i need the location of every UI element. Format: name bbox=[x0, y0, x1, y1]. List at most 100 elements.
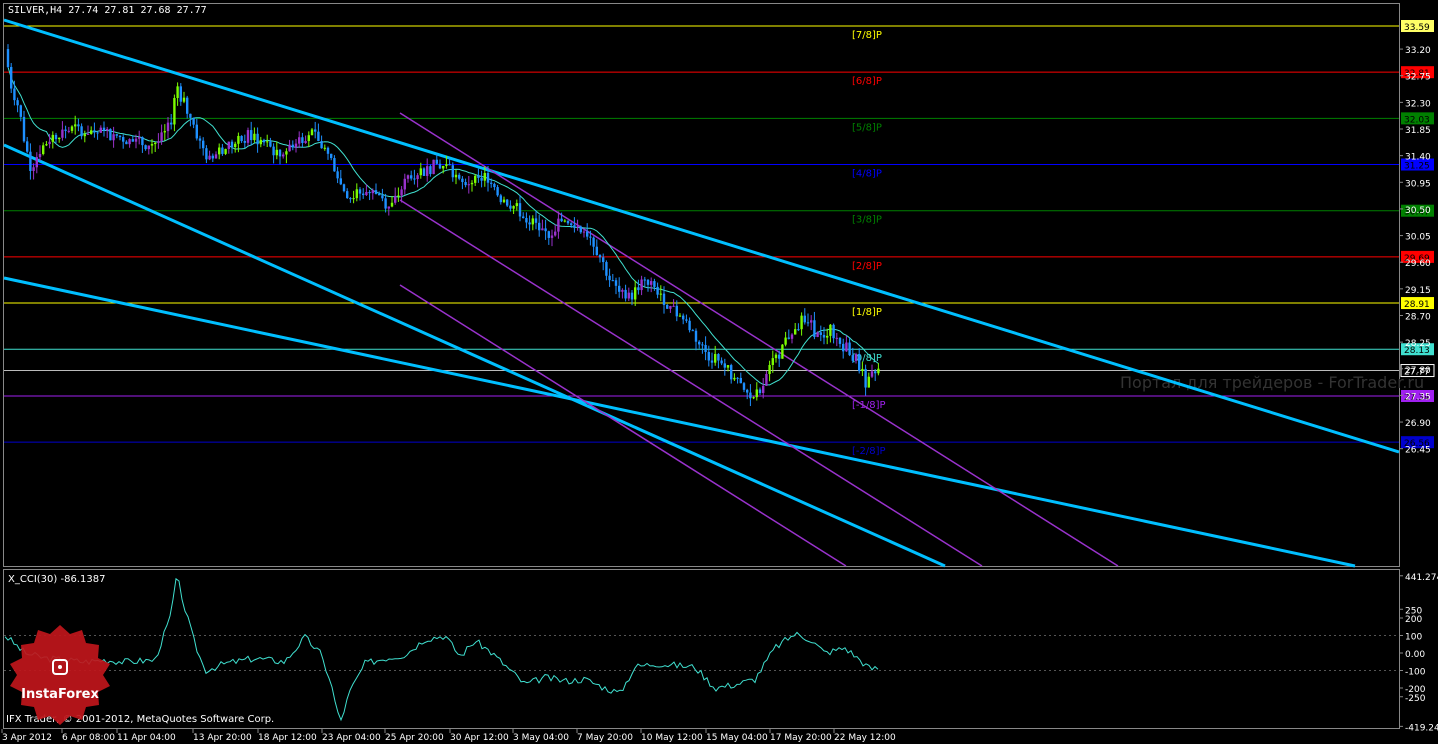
candle-body bbox=[858, 354, 861, 372]
murrey-level-label: [0/8]P bbox=[852, 353, 882, 364]
candle-body bbox=[323, 147, 326, 149]
candle-body bbox=[784, 337, 787, 345]
candle-body bbox=[659, 293, 662, 295]
candle-body bbox=[112, 134, 115, 141]
candle-body bbox=[640, 279, 643, 291]
candle-body bbox=[339, 178, 342, 185]
candle-body bbox=[202, 140, 205, 149]
candle-body bbox=[195, 124, 198, 139]
murrey-level-label: [4/8]P bbox=[852, 169, 882, 180]
murrey-level-value: 31.25 bbox=[1404, 162, 1430, 172]
candle-body bbox=[96, 132, 99, 134]
candle-body bbox=[346, 191, 349, 199]
std-dev-channel-line bbox=[399, 199, 983, 567]
candle-body bbox=[22, 116, 26, 142]
murrey-level-value: 30.47 bbox=[1404, 208, 1430, 218]
candle-body bbox=[26, 141, 29, 152]
candle-body bbox=[349, 198, 352, 200]
cci-line bbox=[4, 577, 879, 722]
candle-body bbox=[803, 315, 806, 323]
candle-body bbox=[490, 182, 493, 184]
candle-body bbox=[445, 164, 448, 167]
candle-body bbox=[522, 216, 525, 219]
candle-body bbox=[611, 280, 614, 282]
candle-body bbox=[477, 175, 480, 178]
candle-body bbox=[342, 184, 346, 192]
candle-body bbox=[317, 131, 320, 142]
candle-body bbox=[582, 231, 586, 233]
candle-body bbox=[438, 163, 442, 169]
candle-body bbox=[643, 279, 646, 281]
candle-body bbox=[573, 225, 576, 228]
candle-body bbox=[240, 135, 243, 142]
candle-body bbox=[138, 137, 141, 139]
candle-body bbox=[109, 128, 112, 141]
candle-body bbox=[432, 159, 435, 175]
candle-body bbox=[797, 329, 800, 331]
candle-body bbox=[755, 389, 758, 398]
candle-body bbox=[99, 127, 102, 133]
regression-channel-line bbox=[3, 18, 1400, 454]
candle-body bbox=[848, 342, 851, 356]
murrey-level-tag bbox=[1401, 112, 1434, 125]
candle-body bbox=[816, 332, 819, 337]
candle-body bbox=[720, 360, 723, 364]
candle-body bbox=[352, 198, 355, 200]
candle-body bbox=[877, 368, 880, 374]
candle-body bbox=[397, 195, 400, 197]
candle-body bbox=[458, 174, 461, 179]
indicator-frame bbox=[3, 569, 1400, 729]
candle-body bbox=[467, 184, 470, 186]
murrey-level-label: [1/8]P bbox=[852, 307, 882, 318]
murrey-level-tag bbox=[1401, 390, 1434, 402]
candle-body bbox=[403, 178, 406, 190]
candle-body bbox=[826, 335, 829, 338]
candle-body bbox=[147, 145, 150, 150]
candle-body bbox=[746, 389, 749, 393]
murrey-level-tag bbox=[1401, 204, 1434, 217]
candle-body bbox=[678, 315, 682, 317]
candle-body bbox=[410, 175, 413, 179]
candle-body bbox=[758, 389, 762, 393]
candle-body bbox=[518, 203, 522, 217]
candle-body bbox=[560, 218, 563, 222]
time-tick-label: 30 Apr 12:00 bbox=[450, 733, 509, 743]
candle-body bbox=[768, 364, 771, 375]
candle-body bbox=[621, 289, 624, 292]
candle-body bbox=[320, 141, 323, 149]
candle-body bbox=[13, 88, 16, 101]
candle-body bbox=[624, 289, 627, 299]
candle-body bbox=[250, 130, 253, 141]
candle-body bbox=[301, 137, 304, 143]
candle-body bbox=[691, 330, 694, 332]
candle-body bbox=[6, 49, 10, 67]
candle-body bbox=[742, 383, 746, 390]
candle-body bbox=[819, 332, 822, 335]
candle-body bbox=[227, 141, 230, 149]
candle-body bbox=[326, 147, 330, 154]
candle-body bbox=[870, 371, 874, 377]
candle-body bbox=[790, 334, 794, 339]
murrey-level-value: 26.56 bbox=[1404, 439, 1430, 449]
candle-body bbox=[707, 352, 710, 361]
murrey-level-value: 28.91 bbox=[1404, 300, 1430, 310]
candle-body bbox=[304, 141, 307, 143]
murrey-level-value: 32.81 bbox=[1404, 69, 1430, 79]
candle-body bbox=[454, 174, 458, 178]
candle-body bbox=[419, 168, 422, 176]
candle-body bbox=[38, 154, 42, 158]
candle-body bbox=[221, 147, 224, 154]
time-tick-label: 3 Apr 2012 bbox=[2, 733, 52, 743]
time-tick-label: 25 Apr 20:00 bbox=[385, 733, 444, 743]
price-tick-label: 33.20 bbox=[1405, 46, 1431, 56]
candle-body bbox=[150, 144, 154, 146]
candle-body bbox=[118, 135, 122, 138]
candle-body bbox=[717, 354, 720, 361]
candle-body bbox=[723, 363, 726, 368]
candle-body bbox=[294, 143, 298, 148]
candle-body bbox=[694, 330, 698, 342]
time-tick-label: 3 May 04:00 bbox=[513, 733, 569, 743]
candle-body bbox=[269, 141, 272, 147]
